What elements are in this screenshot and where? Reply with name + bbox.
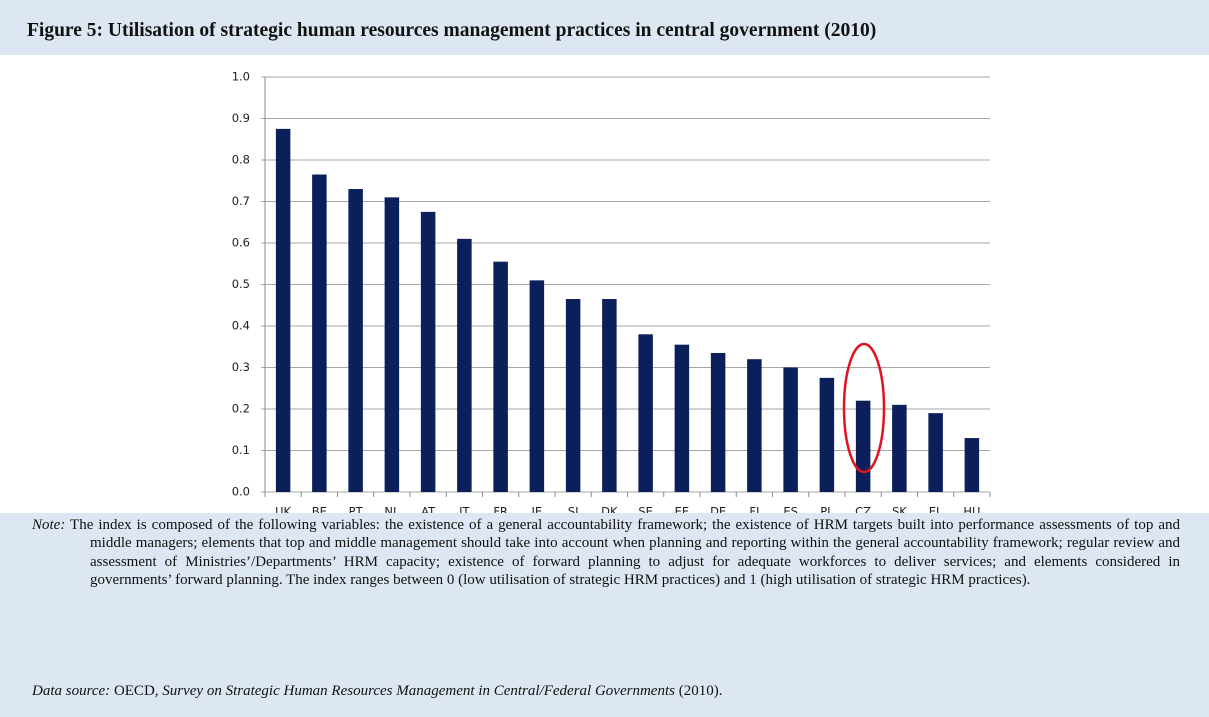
x-tick-label: IT: [459, 505, 470, 514]
bar: [384, 197, 400, 492]
x-tick-label: AT: [421, 505, 436, 514]
x-tick-label: IE: [532, 505, 543, 514]
x-tick-label: SE: [638, 505, 653, 514]
bar: [855, 400, 871, 492]
bar: [674, 344, 690, 492]
source-year: (2010).: [678, 683, 723, 699]
note: Note: The index is composed of the follo…: [32, 516, 1180, 589]
y-tick-label: 0.3: [232, 360, 250, 374]
x-tick-label: PT: [349, 505, 364, 514]
y-tick-label: 0.4: [232, 319, 250, 333]
x-tick-label: DK: [601, 505, 618, 514]
x-tick-label: EL: [929, 505, 943, 514]
x-tick-label: PL: [820, 505, 834, 514]
bar: [312, 174, 327, 492]
bar: [892, 404, 907, 492]
source-label: Data source:: [32, 683, 111, 699]
source-publisher: OECD,: [113, 683, 159, 699]
bar: [964, 438, 980, 492]
x-tick-label: NL: [384, 505, 400, 514]
y-tick-label: 0.9: [232, 111, 250, 125]
bar: [638, 334, 653, 492]
source-survey: Survey on Strategic Human Resources Mana…: [162, 683, 675, 699]
bar: [275, 128, 291, 492]
bar: [529, 280, 545, 492]
bar: [602, 299, 617, 492]
chart: 0.0 0.1 0.2 0.3 0.4 0.5 0.6 0.7 0.8 0.9 1.0 UK BE PT N…: [232, 70, 991, 519]
x-tick-label: DE: [710, 505, 726, 514]
x-tick-label: HU: [963, 505, 980, 514]
note-label: Note:: [32, 517, 66, 533]
bar: [493, 261, 508, 492]
highlight-ellipse: [842, 342, 886, 474]
bar: [420, 211, 436, 492]
chart-area: 0.0 0.1 0.2 0.3 0.4 0.5 0.6 0.7 0.8 0.9 1.0 UK BE PT N…: [0, 55, 1209, 519]
bar: [819, 377, 835, 492]
y-tick-label: 0.8: [232, 153, 250, 167]
x-tick-label: UK: [275, 505, 291, 514]
bar: [747, 359, 762, 492]
y-tick-label: 0.0: [232, 485, 250, 499]
source: Data source: OECD, Survey on Strategic H…: [32, 683, 722, 700]
bar: [783, 367, 798, 492]
y-tick-label: 0.5: [232, 277, 250, 291]
y-tick-label: 1.0: [232, 70, 250, 84]
y-tick-label: 0.2: [232, 402, 250, 416]
figure-title: Figure 5: Utilisation of strategic human…: [27, 20, 877, 41]
bar: [710, 352, 726, 492]
bar: [565, 299, 581, 492]
bar: [348, 189, 363, 493]
y-tick-label: 0.7: [232, 194, 250, 208]
x-tick-label: FR: [493, 505, 508, 514]
x-tick-label: SK: [892, 505, 907, 514]
x-tick-label: SI: [568, 505, 579, 514]
x-tick-label: CZ: [855, 505, 871, 514]
y-tick-label: 0.1: [232, 443, 250, 457]
x-tick-label: EE: [675, 505, 690, 514]
note-text: The index is composed of the following v…: [70, 517, 1180, 588]
bar: [928, 413, 943, 492]
bar: [457, 238, 472, 492]
x-tick-label: BE: [312, 505, 327, 514]
y-tick-label: 0.6: [232, 236, 250, 250]
x-tick-label: ES: [783, 505, 798, 514]
x-tick-label: FI: [749, 505, 759, 514]
